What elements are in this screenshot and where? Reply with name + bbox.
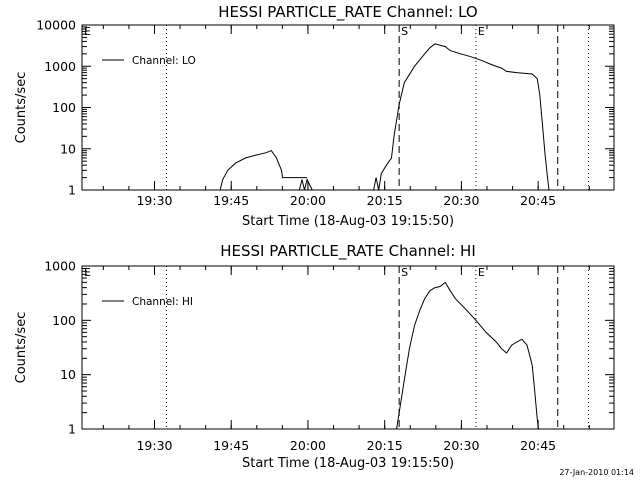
event-marker-label: E [84,25,91,38]
x-axis-label: Start Time (18-Aug-03 19:15:50) [242,214,454,229]
timestamp-stamp: 27-Jan-2010 01:14 [559,468,634,477]
y-tick-label: 1 [68,422,76,437]
plot-frame [82,266,614,429]
event-marker-label: S [401,25,408,38]
y-tick-label: 10 [60,367,76,382]
series-line [374,44,549,190]
series-line [299,180,312,191]
x-tick-label: 19:30 [136,438,172,453]
legend-entry: Channel: LO [132,55,196,67]
x-tick-label: 20:15 [367,438,403,453]
y-tick-label: 1 [68,183,76,198]
event-marker-label: E [478,25,485,38]
x-axis-label: Start Time (18-Aug-03 19:15:50) [242,456,454,471]
event-marker-label: E [478,266,485,279]
plot-frame [82,25,614,190]
chart-panel-lo: HESSI PARTICLE_RATE Channel: LO 1 10 100 100… [14,3,614,229]
particle-rate-figure: HESSI PARTICLE_RATE Channel: LO 1 10 100 100… [0,0,640,480]
series-line [397,282,539,429]
y-axis-label: Counts/sec [14,312,29,384]
y-tick-label: 1000 [44,59,76,74]
chart-title: HESSI PARTICLE_RATE Channel: HI [220,242,476,261]
x-tick-label: 20:45 [520,438,556,453]
y-tick-label: 100 [52,100,76,115]
x-tick-label: 19:45 [213,193,249,208]
x-tick-label: 20:30 [443,438,479,453]
y-axis-label: Counts/sec [14,72,29,144]
y-tick-label: 10000 [36,18,76,33]
x-tick-label: 20:00 [290,438,326,453]
x-tick-label: 20:00 [290,193,326,208]
event-marker-label: E [84,266,91,279]
y-tick-label: 100 [52,313,76,328]
chart-panel-hi: HESSI PARTICLE_RATE Channel: HI 1 10 100 100… [14,242,614,471]
y-tick-label: 1000 [44,259,76,274]
legend-entry: Channel: HI [132,296,193,308]
x-tick-label: 20:30 [443,193,479,208]
x-tick-label: 19:45 [213,438,249,453]
x-tick-label: 19:30 [136,193,172,208]
series-line [220,151,307,190]
x-tick-label: 20:15 [367,193,403,208]
chart-title: HESSI PARTICLE_RATE Channel: LO [218,3,477,22]
y-tick-label: 10 [60,141,76,156]
x-tick-label: 20:45 [520,193,556,208]
event-marker-label: S [401,266,408,279]
